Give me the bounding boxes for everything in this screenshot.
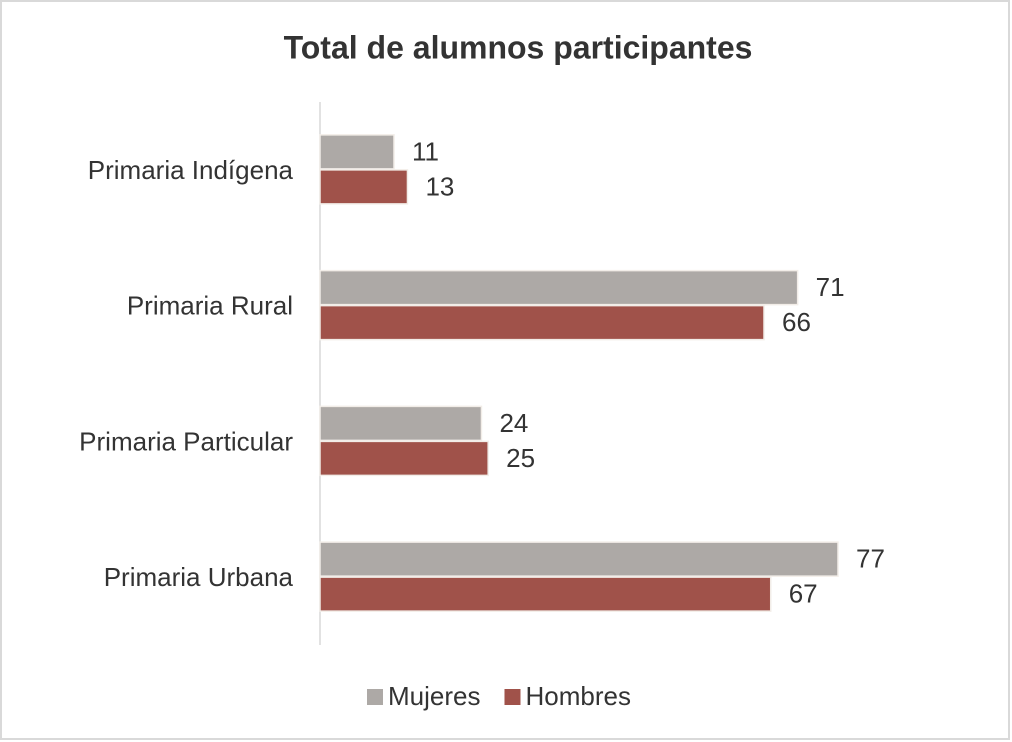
category-label: Primaria Indígena (88, 155, 294, 185)
bar (319, 405, 483, 442)
bar (319, 576, 772, 612)
bar (319, 169, 409, 205)
data-label: 67 (789, 579, 818, 609)
category-label: Primaria Particular (79, 426, 293, 456)
category-label: Primaria Rural (127, 291, 293, 321)
legend-label: Hombres (525, 681, 630, 711)
data-label: 11 (412, 136, 439, 166)
data-label: 13 (425, 171, 454, 201)
bar (319, 304, 765, 341)
data-label: 77 (856, 544, 885, 574)
bar (319, 134, 395, 170)
legend-label: Mujeres (388, 681, 480, 711)
bar (319, 269, 799, 306)
chart-title: Total de alumnos participantes (284, 29, 753, 65)
bar (319, 440, 489, 477)
data-label: 24 (499, 408, 528, 438)
category-label: Primaria Urbana (104, 562, 294, 592)
legend-swatch (504, 689, 521, 705)
data-label: 25 (506, 443, 535, 473)
data-label: 71 (816, 272, 845, 302)
legend-swatch (367, 689, 383, 705)
bar (319, 541, 839, 577)
data-label: 66 (782, 307, 811, 337)
